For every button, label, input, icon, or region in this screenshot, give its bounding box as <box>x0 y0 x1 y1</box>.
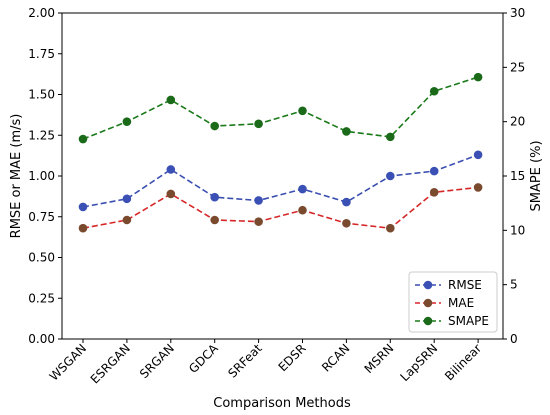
legend-label: MAE <box>448 296 474 310</box>
x-tick-label: MSRN <box>362 341 397 376</box>
data-point <box>429 166 439 176</box>
data-point <box>122 215 132 225</box>
x-tick-label: EDSR <box>276 341 309 374</box>
series-smape <box>78 72 483 144</box>
legend-label: RMSE <box>448 278 482 292</box>
data-point <box>342 197 351 207</box>
x-tick-label: WSGAN <box>47 341 89 383</box>
x-tick-label: GDCA <box>186 341 221 376</box>
data-point <box>210 192 219 202</box>
data-point <box>386 223 395 233</box>
data-point <box>473 183 483 192</box>
data-point <box>166 165 176 174</box>
data-point <box>386 132 395 142</box>
y-axis-title: RMSE or MAE (m/s) <box>9 114 24 239</box>
x-tick-label: LapSRN <box>397 341 440 384</box>
y2-axis-title: SMAPE (%) <box>529 140 544 211</box>
data-point <box>78 202 88 212</box>
y2-tick-label: 20 <box>510 115 525 129</box>
data-point <box>429 188 439 197</box>
data-point <box>473 72 483 82</box>
y2-tick-label: 0 <box>510 332 518 346</box>
y-tick-label: 2.00 <box>28 6 55 20</box>
series-layer <box>78 72 483 233</box>
data-point <box>298 205 307 215</box>
x-tick-label: ESRGAN <box>88 341 133 386</box>
x-tick-label: RCAN <box>319 341 352 374</box>
x-tick-label: Bilinear <box>442 341 484 383</box>
data-point <box>254 217 263 226</box>
x-axis-title: Comparison Methods <box>213 396 351 411</box>
y-tick-label: 1.50 <box>28 88 55 102</box>
series-mae <box>78 183 483 233</box>
data-point <box>298 184 307 194</box>
series-line <box>82 154 479 208</box>
y-tick-label: 1.00 <box>28 169 55 183</box>
y-tick-label: 1.75 <box>28 47 55 61</box>
data-point <box>342 218 351 228</box>
data-point <box>166 189 176 199</box>
y-tick-label: 0.75 <box>28 210 55 224</box>
x-tick-label: SRGAN <box>137 341 177 381</box>
y2-tick-label: 5 <box>510 278 518 292</box>
data-point <box>78 223 88 233</box>
legend: RMSE MAE SMAPE <box>408 271 498 333</box>
data-point <box>342 127 351 136</box>
data-point <box>254 196 263 205</box>
y-tick-label: 0.00 <box>28 332 55 346</box>
data-point <box>78 134 88 144</box>
x-tick-label: SRFeat <box>225 341 265 381</box>
data-point <box>210 121 219 131</box>
y2-tick-label: 15 <box>510 169 525 183</box>
data-point <box>254 119 263 129</box>
y-tick-label: 1.25 <box>28 128 55 142</box>
series-rmse <box>78 150 483 212</box>
y2-tick-label: 30 <box>510 6 525 20</box>
left-axis: 0.00 0.25 0.50 0.75 1.00 1.25 1.50 1.75 2.00 <box>28 6 62 346</box>
legend-marker <box>423 280 433 290</box>
y-tick-label: 0.25 <box>28 291 55 305</box>
y2-tick-label: 10 <box>510 223 525 237</box>
right-axis: 0 5 10 15 20 25 30 <box>503 6 525 346</box>
data-point <box>473 150 483 160</box>
series-line <box>82 76 479 140</box>
legend-marker <box>423 316 433 326</box>
data-point <box>210 215 219 225</box>
data-point <box>429 86 439 96</box>
legend-marker <box>423 298 433 308</box>
data-point <box>122 117 132 126</box>
data-point <box>386 171 395 181</box>
data-point <box>166 95 176 105</box>
y2-tick-label: 25 <box>510 60 525 74</box>
legend-label: SMAPE <box>448 314 489 328</box>
data-point <box>122 194 132 204</box>
series-line <box>82 186 479 230</box>
y-tick-label: 0.50 <box>28 251 55 265</box>
data-point <box>298 106 307 116</box>
